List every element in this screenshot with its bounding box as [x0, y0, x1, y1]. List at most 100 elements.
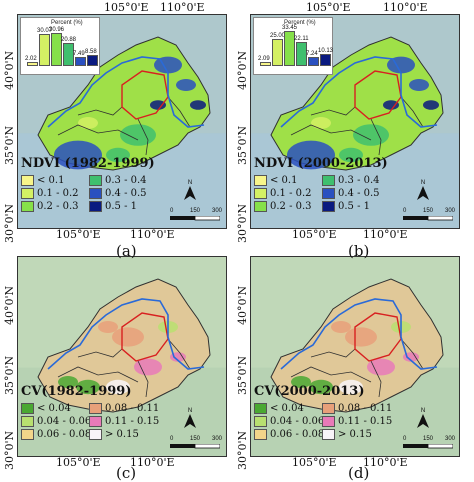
legend-item: 0.04 - 0.06 [254, 416, 324, 427]
river-line [47, 56, 205, 128]
legend-item: 0.3 - 0.4 [322, 175, 380, 186]
legend-label: < 0.04 [270, 403, 304, 414]
lon-tick-label: 110°0'E [130, 456, 175, 469]
caption-d: (d) [348, 464, 370, 482]
lat-tick-label: 35°0'N [236, 355, 249, 395]
legend-swatch [254, 416, 267, 427]
sub-boundary [57, 124, 139, 141]
north-label: N [420, 408, 426, 414]
river-line [47, 298, 205, 370]
legend-label: 0.04 - 0.06 [37, 416, 92, 427]
lon-tick-label: 105°0'E [292, 228, 337, 241]
map-patch [98, 321, 118, 333]
sub-boundary [400, 338, 424, 370]
map-panel-a: NDVI (1982-1999) < 0.1 0.3 - 0.4 0.1 - 0.2 0… [17, 14, 227, 229]
map-patch [339, 379, 363, 395]
inset-title: Percent (%) [51, 20, 83, 26]
lat-tick-label: 40°0'N [236, 50, 249, 90]
lat-tick-label: 40°0'N [3, 285, 16, 325]
map-panel-c: CV(1982-1999) < 0.04 0.08 - 0.11 0.04 - 0.0… [17, 256, 227, 457]
inset-bar-label: 2.02 [25, 55, 37, 62]
legend-item: 0.08 - 0.11 [89, 403, 159, 414]
sub-boundary [370, 360, 382, 398]
legend-label: 0.2 - 0.3 [270, 201, 312, 212]
legend-item: < 0.04 [254, 403, 304, 414]
sub-boundary [77, 106, 123, 116]
legend-item: 0.1 - 0.2 [21, 188, 79, 199]
legend-label: 0.08 - 0.11 [338, 403, 393, 414]
river-line [280, 56, 438, 128]
sub-boundary [137, 360, 149, 398]
map-patch [120, 124, 156, 146]
inset-bar [320, 53, 331, 66]
map-patch [54, 140, 102, 170]
map-patch [345, 327, 377, 347]
legend-label: 0.5 - 1 [105, 201, 138, 212]
inset-bar [27, 61, 38, 66]
map-patch [331, 321, 351, 333]
lon-tick-label: 110°0'E [363, 456, 408, 469]
inset-bar-label: 8.58 [85, 49, 97, 56]
legend-swatch [254, 429, 267, 440]
inset-bar [51, 33, 62, 66]
legend-label: 0.3 - 0.4 [105, 175, 147, 186]
lat-tick-label: 40°0'N [236, 285, 249, 325]
caption-a: (a) [116, 242, 137, 260]
north-arrow-icon: N [417, 180, 429, 202]
legend-swatch [89, 403, 102, 414]
legend-swatch [322, 201, 335, 212]
legend-label: 0.1 - 0.2 [37, 188, 79, 199]
sub-boundary [400, 96, 424, 128]
red-boundary [354, 70, 402, 120]
scale-label: 0 [403, 436, 407, 442]
lat-tick-label: 35°0'N [236, 125, 249, 165]
inset-bar [272, 39, 283, 66]
map-panel-d: CV(2000-2013) < 0.04 0.08 - 0.11 0.04 - 0.0… [250, 256, 460, 457]
sub-boundary [167, 96, 191, 128]
scale-label: 300 [212, 436, 223, 442]
lon-tick-label: 110°0'E [363, 228, 408, 241]
legend-swatch [89, 175, 102, 186]
legend-swatch [322, 403, 335, 414]
lon-tick-label: 110°0'E [130, 228, 175, 241]
lon-tick-label: 105°0'E [306, 1, 351, 14]
legend-swatch [21, 429, 34, 440]
arrow-icon [184, 414, 196, 428]
legend-swatch [254, 188, 267, 199]
map-canvas [251, 257, 459, 456]
legend-item: 0.5 - 1 [89, 201, 137, 212]
scale-bar: 0 150 300 [403, 436, 456, 452]
legend-item: < 0.1 [254, 175, 297, 186]
lat-tick-label: 35°0'N [3, 355, 16, 395]
map-patch [78, 117, 98, 129]
legend: < 0.1 0.3 - 0.4 0.1 - 0.2 0.4 - 0.5 0.2 - 0.… [254, 175, 404, 223]
legend-swatch [21, 201, 34, 212]
legend-label: 0.11 - 0.15 [105, 416, 160, 427]
sub-boundary [310, 348, 356, 358]
sub-boundary [167, 338, 191, 370]
legend-item: 0.4 - 0.5 [322, 188, 380, 199]
inset-bar-label: 22.11 [294, 35, 309, 42]
inset-bar [63, 43, 74, 66]
percent-inset-chart: Percent (%) 2.02 30.07 30.96 20.88 7.49 8.58 [20, 17, 100, 75]
inset-bar-label: 7.24 [306, 50, 318, 57]
lon-tick-label: 105°0'E [56, 228, 101, 241]
arrow-icon [184, 186, 196, 200]
legend-swatch [89, 188, 102, 199]
lon-tick-label: 105°0'E [56, 456, 101, 469]
inset-bar-label: 20.88 [61, 37, 77, 44]
red-boundary [121, 70, 169, 120]
legend-item: 0.11 - 0.15 [322, 416, 392, 427]
map-patch [367, 358, 395, 376]
scale-label: 300 [445, 436, 456, 442]
panel-title: CV(2000-2013) [254, 384, 365, 399]
north-arrow-icon: N [417, 408, 429, 430]
legend-swatch [21, 416, 34, 427]
inset-bar-label: 30.96 [49, 27, 65, 34]
scale-label: 150 [190, 436, 201, 442]
lat-tick-label: 30°0'N [236, 203, 249, 243]
legend-label: 0.2 - 0.3 [37, 201, 79, 212]
sub-boundary [77, 348, 123, 358]
map-panel-b: NDVI (2000-2013) < 0.1 0.3 - 0.4 0.1 - 0.2 0… [250, 14, 460, 229]
map-patch [134, 358, 162, 376]
